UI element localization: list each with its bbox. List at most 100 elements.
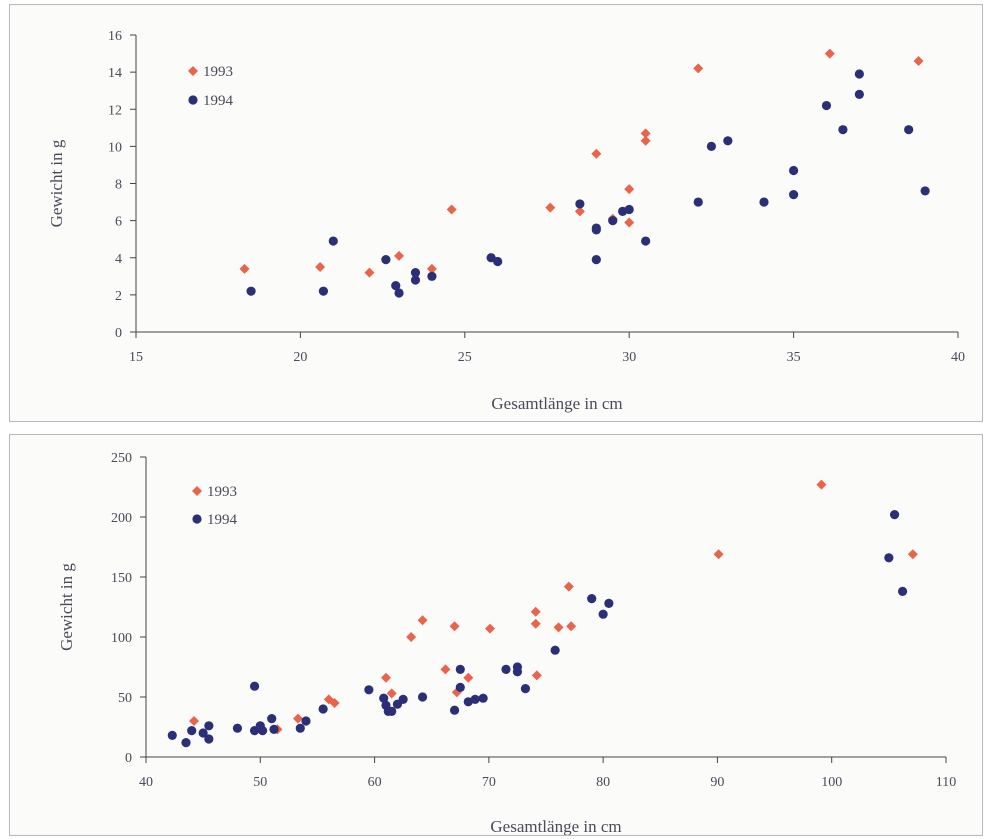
point-1994 (624, 204, 634, 215)
scatter-chart-large: 0 50 100 150 200 250 40 50 60 70 80 90 100 110 Gesamtl… (57, 451, 956, 835)
legend-marker-1994 (192, 514, 202, 524)
point-1993 (386, 688, 397, 699)
point-1994 (167, 730, 177, 740)
point-1993 (531, 670, 542, 681)
y-tick-label: 12 (108, 103, 122, 118)
point-1994 (789, 165, 799, 176)
point-1993 (364, 267, 375, 278)
y-tick-label: 250 (111, 451, 132, 466)
point-1994 (398, 694, 408, 704)
point-1994 (295, 723, 305, 733)
x-tick-label: 40 (951, 350, 965, 365)
y-tick-label: 150 (111, 571, 132, 586)
legend-marker-1993 (188, 66, 198, 76)
x-tick-label: 110 (936, 775, 956, 790)
point-1994 (198, 728, 208, 738)
point-1994 (889, 510, 900, 520)
point-1994 (604, 598, 614, 608)
point-1993 (449, 621, 460, 632)
point-1994 (478, 693, 488, 703)
y-tick-label: 16 (108, 29, 122, 44)
y-axis-title: Gewicht in g (57, 563, 76, 651)
point-1993 (394, 250, 405, 261)
x-tick-label: 40 (139, 775, 153, 790)
point-1994 (493, 256, 503, 267)
point-1993 (907, 549, 918, 560)
legend-label-1994: 1994 (207, 512, 238, 528)
y-tick-label: 10 (108, 140, 122, 155)
point-1994 (232, 723, 243, 733)
point-1993 (563, 581, 574, 592)
point-1994 (789, 190, 799, 200)
y-tick-label: 50 (118, 691, 132, 706)
scatter-chart-small: 0 2 4 6 8 10 12 14 16 15 20 25 30 35 40 Gesamtlänge in … (47, 29, 965, 413)
point-1994 (854, 69, 864, 79)
point-1994 (723, 136, 733, 146)
point-1994 (693, 197, 703, 207)
point-1994 (455, 682, 465, 692)
x-tick-label: 70 (482, 775, 496, 790)
point-1993 (624, 184, 635, 195)
y-axis-title: Gewicht in g (47, 139, 66, 227)
chart-panel-1993-1994-small: 0 2 4 6 8 10 12 14 16 15 20 25 30 35 40 Gesamtlänge in … (9, 4, 983, 422)
point-1994 (249, 681, 260, 691)
point-1994 (318, 286, 329, 296)
point-1994 (608, 216, 618, 226)
point-1994 (706, 141, 717, 151)
point-1993 (381, 672, 391, 683)
point-1994 (187, 726, 197, 736)
point-1994 (301, 716, 311, 726)
point-1993 (530, 618, 541, 629)
y-tick-label: 0 (125, 751, 132, 766)
point-1994 (920, 186, 930, 196)
point-1993 (446, 204, 457, 215)
point-1994 (520, 684, 531, 694)
y-tick-label: 0 (115, 326, 122, 341)
point-1994 (394, 288, 404, 298)
y-tick-label: 200 (111, 511, 132, 526)
y-tick-label: 8 (115, 178, 122, 193)
point-1994 (512, 662, 523, 672)
point-1994 (391, 280, 401, 291)
x-tick-label: 50 (253, 775, 267, 790)
point-1993 (406, 632, 417, 642)
legend-marker-1993 (192, 486, 202, 496)
x-tick-label: 90 (710, 775, 724, 790)
point-1994 (204, 721, 214, 731)
point-1994 (318, 704, 328, 714)
x-axis-title: Gesamtlänge in cm (490, 817, 621, 835)
y-tick-label: 4 (115, 252, 122, 267)
point-1994 (598, 609, 608, 619)
point-1993 (693, 63, 704, 74)
point-1994 (470, 694, 480, 704)
point-1994 (904, 125, 914, 135)
point-1994 (257, 726, 268, 736)
x-tick-label: 30 (622, 350, 636, 365)
point-1993 (440, 664, 451, 675)
point-1994 (641, 236, 651, 246)
point-1994 (427, 271, 437, 281)
y-tick-label: 6 (115, 215, 122, 230)
point-1994 (575, 199, 585, 209)
point-1994 (410, 268, 421, 278)
point-1994 (854, 89, 864, 99)
point-1994 (591, 223, 601, 233)
point-1994 (821, 100, 832, 111)
legend-marker-1994 (188, 95, 198, 105)
x-tick-label: 25 (458, 350, 472, 365)
legend-label-1994: 1994 (203, 93, 234, 109)
point-1993 (640, 135, 651, 146)
legend-label-1993: 1993 (203, 64, 233, 80)
x-tick-label: 100 (821, 775, 842, 790)
point-1994 (884, 553, 894, 563)
point-1993 (816, 479, 827, 490)
point-1994 (381, 255, 391, 265)
y-tick-label: 2 (115, 289, 122, 304)
point-1994 (181, 738, 191, 748)
point-1994 (501, 664, 511, 674)
point-1993 (574, 206, 585, 217)
point-1994 (897, 586, 908, 596)
point-1994 (417, 692, 428, 702)
legend-label-1993: 1993 (207, 484, 237, 500)
point-1994 (204, 734, 214, 744)
